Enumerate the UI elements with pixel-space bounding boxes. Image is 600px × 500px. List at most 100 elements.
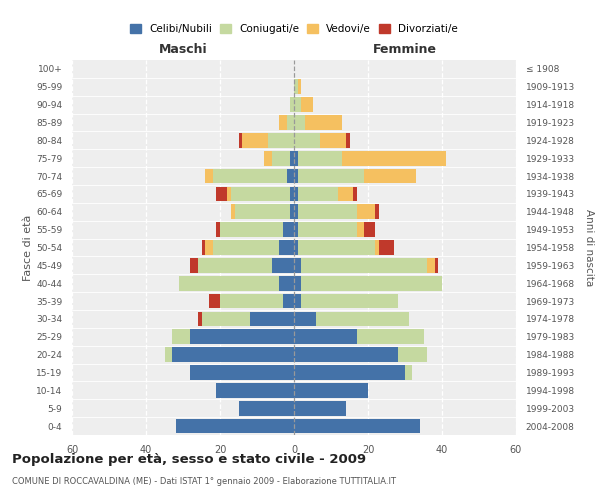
Bar	[320, 133, 346, 148]
Bar	[231, 186, 290, 201]
Bar	[205, 168, 212, 184]
Bar	[427, 258, 434, 272]
Bar	[242, 133, 268, 148]
Bar	[198, 312, 202, 326]
Bar	[342, 151, 446, 166]
Bar	[202, 312, 250, 326]
Bar	[294, 365, 405, 380]
Bar	[305, 115, 342, 130]
Bar	[434, 258, 438, 272]
Bar	[301, 276, 442, 290]
Bar	[294, 401, 346, 415]
Bar	[212, 240, 279, 255]
Bar	[379, 240, 394, 255]
Bar	[294, 240, 298, 255]
Bar	[287, 168, 294, 184]
Bar	[405, 365, 412, 380]
Bar	[316, 312, 409, 326]
Bar	[298, 186, 338, 201]
Bar	[376, 240, 379, 255]
Bar	[176, 419, 294, 434]
Bar	[357, 222, 364, 237]
Bar	[217, 383, 294, 398]
Bar	[364, 168, 416, 184]
Bar	[179, 276, 279, 290]
Text: Femmine: Femmine	[373, 44, 437, 57]
Bar	[346, 133, 349, 148]
Bar	[220, 294, 283, 308]
Bar	[294, 276, 301, 290]
Bar	[268, 133, 294, 148]
Bar	[209, 294, 220, 308]
Bar	[398, 348, 427, 362]
Bar	[217, 222, 220, 237]
Bar	[301, 98, 313, 112]
Bar	[338, 186, 353, 201]
Bar	[172, 348, 294, 362]
Bar	[294, 186, 298, 201]
Bar	[287, 115, 294, 130]
Bar	[205, 240, 212, 255]
Bar	[290, 204, 294, 219]
Bar	[283, 294, 294, 308]
Bar	[298, 168, 364, 184]
Bar	[294, 348, 398, 362]
Bar	[290, 151, 294, 166]
Bar	[294, 133, 320, 148]
Bar	[231, 204, 235, 219]
Bar	[190, 365, 294, 380]
Bar	[294, 168, 298, 184]
Bar	[294, 151, 298, 166]
Bar	[294, 294, 301, 308]
Bar	[298, 151, 342, 166]
Bar	[212, 168, 287, 184]
Text: Popolazione per età, sesso e stato civile - 2009: Popolazione per età, sesso e stato civil…	[12, 452, 366, 466]
Y-axis label: Anni di nascita: Anni di nascita	[584, 209, 595, 286]
Bar	[272, 258, 294, 272]
Bar	[279, 276, 294, 290]
Bar	[235, 204, 290, 219]
Bar	[202, 240, 205, 255]
Bar	[294, 80, 298, 94]
Bar	[265, 151, 272, 166]
Text: Maschi: Maschi	[158, 44, 208, 57]
Bar	[298, 240, 376, 255]
Bar	[217, 186, 227, 201]
Bar	[294, 115, 305, 130]
Bar	[298, 80, 301, 94]
Bar	[357, 330, 424, 344]
Bar	[294, 330, 357, 344]
Bar	[190, 330, 294, 344]
Bar	[290, 98, 294, 112]
Bar	[198, 258, 272, 272]
Bar	[298, 204, 357, 219]
Bar	[290, 186, 294, 201]
Bar	[353, 186, 357, 201]
Bar	[272, 151, 290, 166]
Bar	[250, 312, 294, 326]
Bar	[172, 330, 190, 344]
Bar	[227, 186, 231, 201]
Bar	[164, 348, 172, 362]
Y-axis label: Fasce di età: Fasce di età	[23, 214, 33, 280]
Bar	[301, 294, 398, 308]
Bar	[294, 222, 298, 237]
Bar	[220, 222, 283, 237]
Bar	[357, 204, 376, 219]
Bar	[283, 222, 294, 237]
Bar	[301, 258, 427, 272]
Bar	[376, 204, 379, 219]
Bar	[190, 258, 198, 272]
Bar	[294, 204, 298, 219]
Bar	[279, 240, 294, 255]
Bar	[364, 222, 376, 237]
Bar	[279, 115, 287, 130]
Bar	[239, 401, 294, 415]
Bar	[294, 312, 316, 326]
Bar	[294, 383, 368, 398]
Text: COMUNE DI ROCCAVALDINA (ME) - Dati ISTAT 1° gennaio 2009 - Elaborazione TUTTITAL: COMUNE DI ROCCAVALDINA (ME) - Dati ISTAT…	[12, 478, 396, 486]
Bar	[294, 419, 420, 434]
Bar	[239, 133, 242, 148]
Bar	[298, 222, 357, 237]
Bar	[294, 258, 301, 272]
